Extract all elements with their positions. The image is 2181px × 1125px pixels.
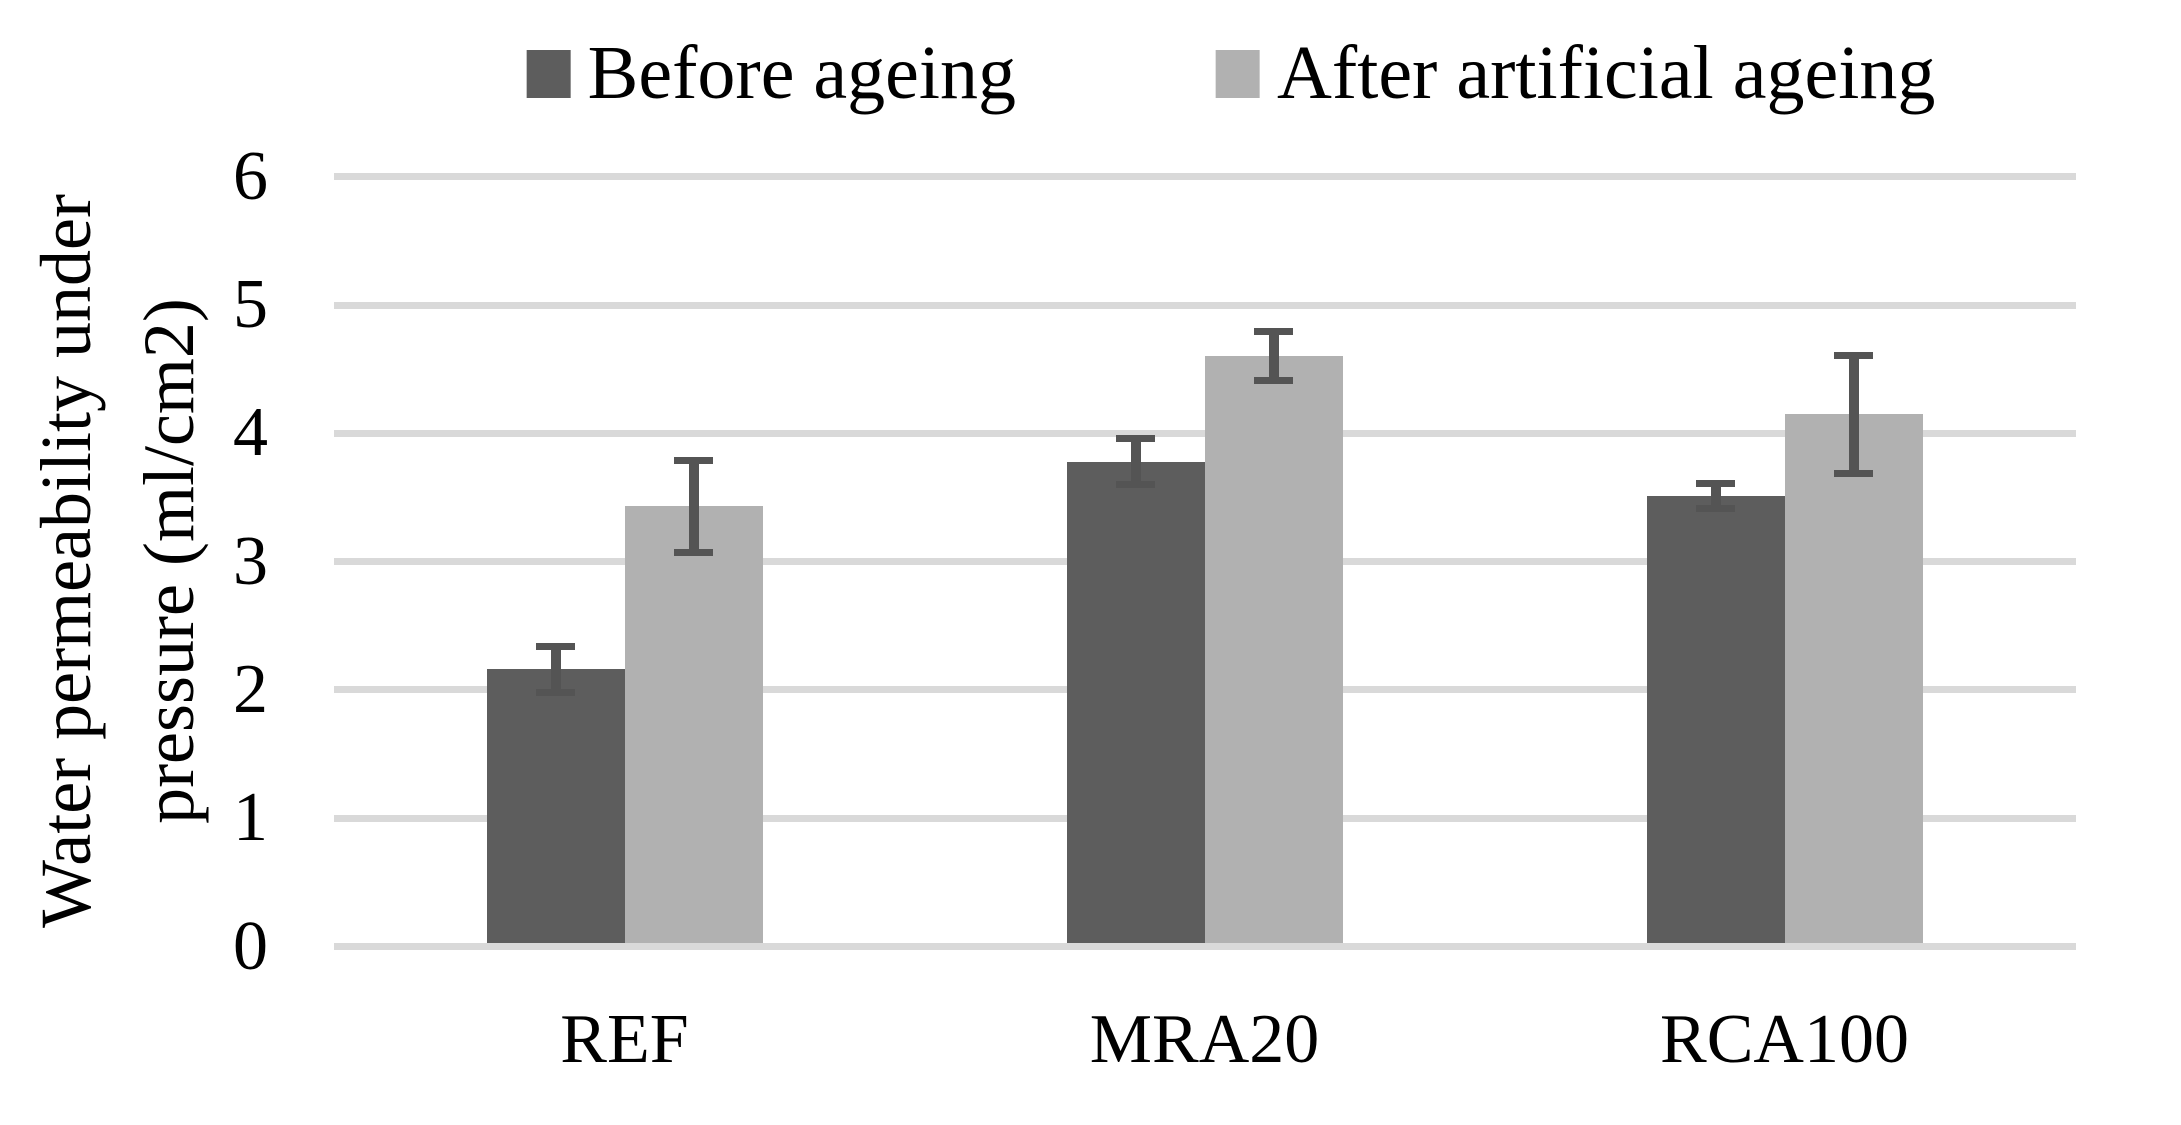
bar-ref-after [624,506,763,943]
error-bar-top-cap-mra20-after [1254,328,1293,336]
error-bar-top-cap-rca100-after [1834,351,1873,359]
y-tick-label-1: 1 [233,779,268,857]
error-bar-top-cap-ref-after [674,456,713,464]
error-bar-rca100-before [1710,483,1721,509]
error-bar-bottom-cap-ref-after [674,549,713,557]
bar-mra20-before [1066,461,1205,943]
bar-rca100-before [1646,496,1785,943]
y-tick-label-5: 5 [233,266,268,343]
bar-ref-before [486,669,625,943]
legend-label-before: Before ageing [587,31,1017,115]
y-tick-label-6: 6 [233,137,268,215]
error-bar-top-cap-mra20-before [1116,434,1155,442]
error-bar-rca100-after [1848,355,1859,474]
error-bar-bottom-cap-mra20-after [1254,377,1293,385]
x-axis-label-ref: REF [560,1001,689,1078]
error-bar-top-cap-rca100-before [1696,479,1735,487]
gridline-y0 [334,943,2076,950]
legend-label-after: After artificial ageing [1277,31,1936,115]
legend-item-before: Before ageing [526,30,1017,117]
bar-mra20-after [1204,356,1343,943]
error-bar-bottom-cap-ref-before [536,688,575,696]
y-axis-title-line1: Water permeability under [26,194,106,928]
error-bar-mra20-after [1268,331,1279,381]
error-bar-top-cap-ref-before [536,642,575,650]
legend-swatch-before-icon [526,49,571,98]
gridline-y5 [334,301,2076,309]
error-bar-bottom-cap-rca100-before [1696,505,1735,513]
y-tick-label-0: 0 [233,907,268,985]
error-bar-ref-before [550,646,561,693]
legend: Before ageing After artificial ageing [526,30,1935,117]
x-axis-label-mra20: MRA20 [1089,1001,1320,1078]
gridline-y6 [334,173,2076,181]
y-tick-label-2: 2 [233,650,268,728]
error-bar-bottom-cap-mra20-before [1116,481,1155,489]
y-tick-label-4: 4 [233,394,268,472]
bar-rca100-after [1784,414,1923,943]
error-bar-bottom-cap-rca100-after [1834,469,1873,477]
legend-swatch-after-icon [1216,49,1261,98]
x-axis-label-rca100: RCA100 [1660,1001,1909,1078]
error-bar-mra20-before [1130,438,1141,485]
legend-item-after: After artificial ageing [1216,30,1935,117]
error-bar-ref-after [688,460,699,553]
y-tick-label-3: 3 [233,522,268,600]
